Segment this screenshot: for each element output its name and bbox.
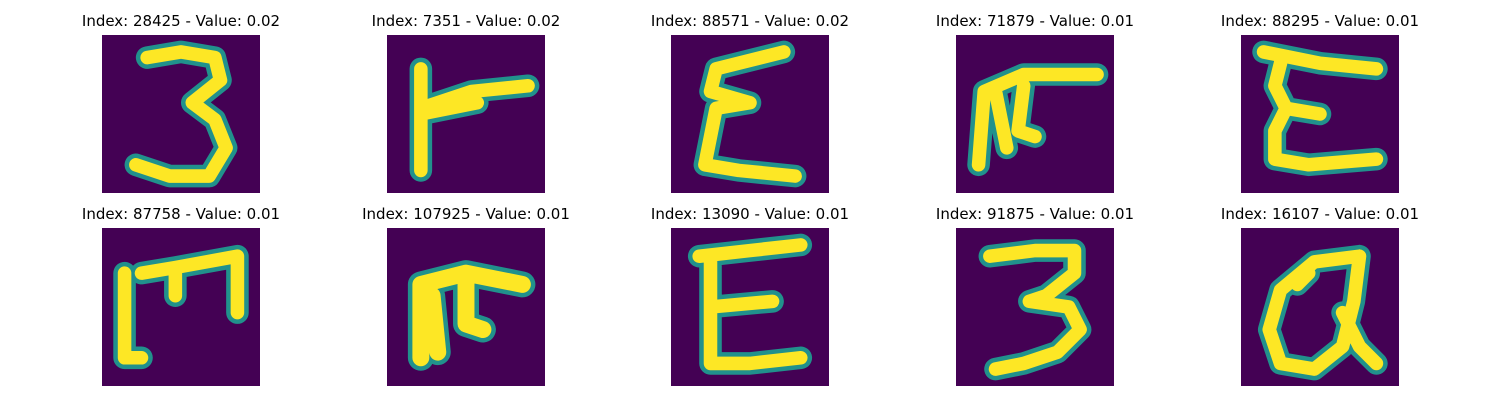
panel-title: Index: 107925 - Value: 0.01 xyxy=(362,205,570,223)
glyph-character xyxy=(409,57,540,182)
panel-title: Index: 13090 - Value: 0.01 xyxy=(650,205,850,223)
glyph-three xyxy=(978,239,1092,381)
glyph-character xyxy=(113,244,249,370)
digit-image xyxy=(671,228,829,386)
digit-image xyxy=(1241,35,1399,193)
digit-image xyxy=(387,35,545,193)
glyph-character xyxy=(407,260,536,371)
panel-title: Index: 91875 - Value: 0.01 xyxy=(935,205,1135,223)
panel-title: Index: 16107 - Value: 0.01 xyxy=(1220,205,1420,223)
glyph-character xyxy=(967,63,1109,177)
digit-image xyxy=(956,35,1114,193)
glyph-at-sign xyxy=(1257,244,1388,381)
glyph-three xyxy=(124,40,238,188)
panel-title: Index: 7351 - Value: 0.02 xyxy=(371,12,561,30)
panel-title: Index: 87758 - Value: 0.01 xyxy=(81,205,281,223)
digit-image xyxy=(671,35,829,193)
panel-title: Index: 88571 - Value: 0.02 xyxy=(650,12,850,30)
panel-title: Index: 28425 - Value: 0.02 xyxy=(81,12,281,30)
digit-image xyxy=(102,35,260,193)
digit-image xyxy=(956,228,1114,386)
digit-image xyxy=(102,228,260,386)
digit-image xyxy=(387,228,545,386)
glyph-epsilon xyxy=(693,40,807,188)
digit-image xyxy=(1241,228,1399,386)
panel-title: Index: 88295 - Value: 0.01 xyxy=(1220,12,1420,30)
glyph-e xyxy=(687,233,813,375)
glyph-epsilon xyxy=(1252,40,1388,177)
panel-title: Index: 71879 - Value: 0.01 xyxy=(935,12,1135,30)
